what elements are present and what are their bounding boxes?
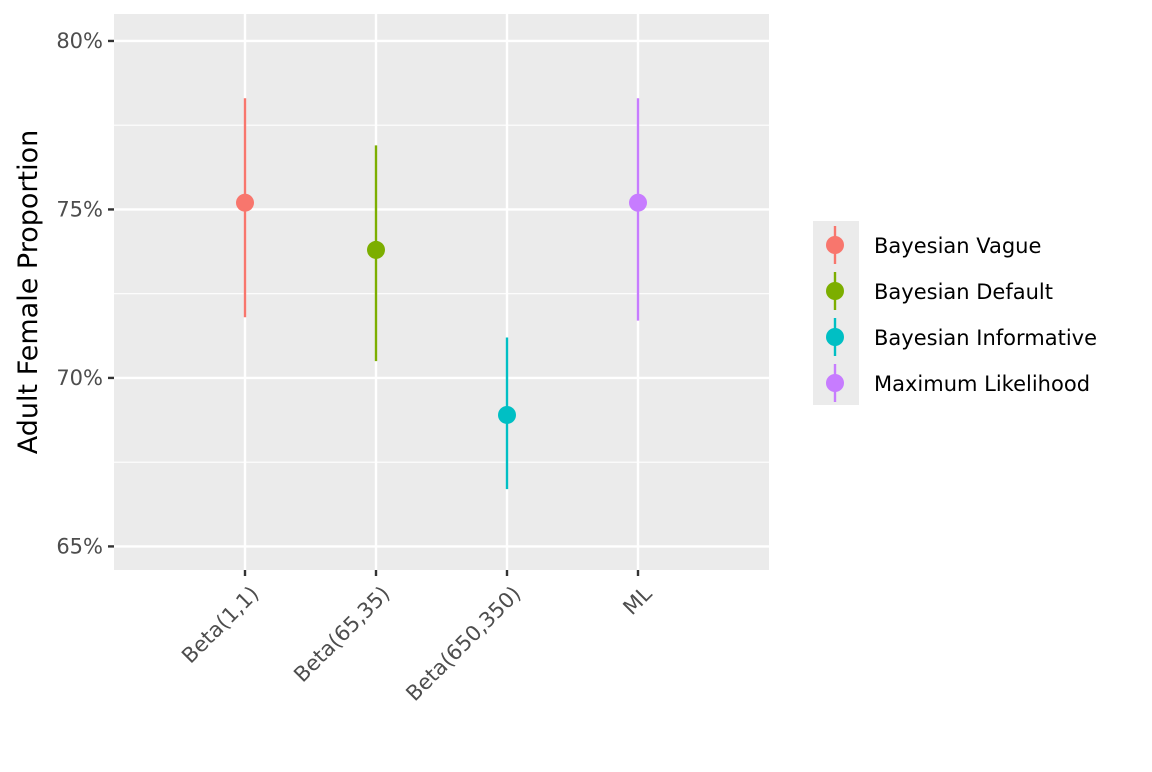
estimate-point [629,193,647,212]
x-tick-label: ML [618,581,656,619]
estimate-point [498,405,516,424]
legend-key-point [826,236,844,254]
panel-background [114,14,769,570]
legend-label: Bayesian Informative [874,326,1097,350]
x-tick-label: Beta(650,350) [401,582,525,706]
data-marks [236,98,647,490]
estimate-point [236,193,254,212]
legend-label: Maximum Likelihood [874,372,1090,396]
x-axis: Beta(1,1) Beta(65,35) Beta(650,350) ML [177,570,657,706]
y-axis: 65% 70% 75% 80% [56,29,114,558]
estimate-point [367,240,385,259]
legend-key-point [826,328,844,346]
y-tick-label: 80% [56,29,103,53]
x-tick-label: Beta(65,35) [289,582,394,687]
y-tick-label: 65% [56,534,103,558]
legend-key-point [826,282,844,300]
y-axis-title: Adult Female Proportion [13,130,44,454]
legend-label: Bayesian Vague [874,234,1041,258]
minor-gridlines [114,124,769,463]
x-tick-label: Beta(1,1) [177,582,263,668]
legend-key-point [826,374,844,392]
y-tick-label: 70% [56,366,103,390]
y-tick-label: 75% [56,197,103,221]
legend: Bayesian Vague Bayesian Default Bayesian I… [813,221,1097,405]
legend-label: Bayesian Default [874,280,1053,304]
